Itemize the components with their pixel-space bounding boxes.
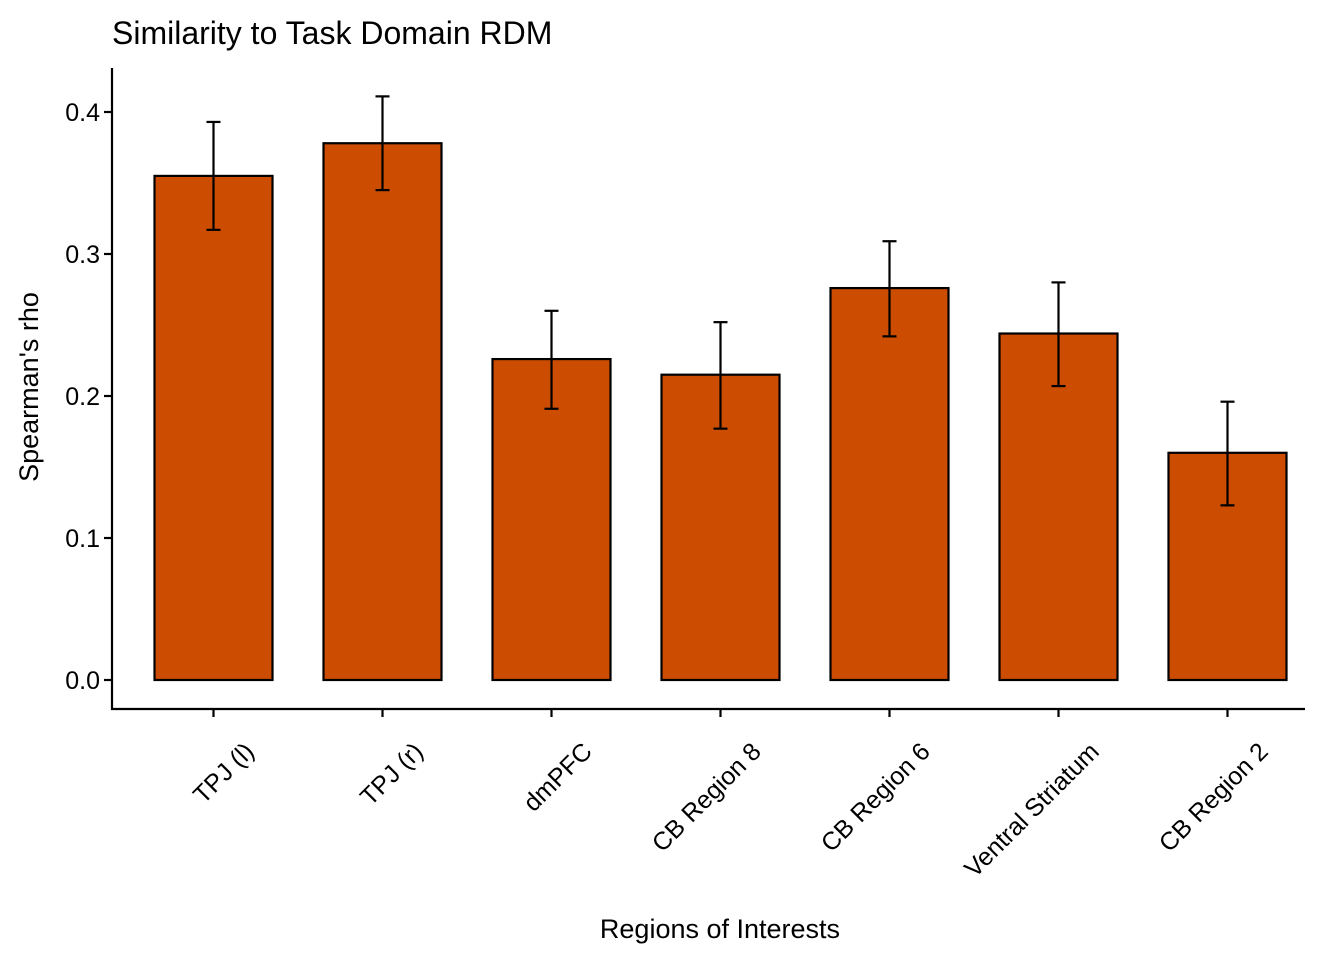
x-axis-title: Regions of Interests [600,914,840,944]
x-tick-label: CB Region 6 [816,737,936,857]
error-bar [882,240,897,338]
error-bar [206,120,221,231]
chart-title: Similarity to Task Domain RDM [112,15,552,51]
x-tick-label: Ventral Striatum [959,737,1105,883]
x-tick-label: dmPFC [518,737,598,817]
error-bar [1220,400,1235,507]
y-axis-title: Spearman's rho [14,292,44,482]
y-tick-label: 0.0 [65,667,100,695]
x-tick-label: CB Region 2 [1154,737,1274,857]
bar [153,174,274,682]
y-axis-ticks: 0.0 0.1 0.2 0.3 0.4 [65,99,112,695]
x-tick-label: CB Region 8 [647,737,767,857]
error-bar [544,309,559,410]
bar [322,142,443,682]
x-tick-label: TPJ (r) [355,737,429,811]
x-axis-ticks: TPJ (l) TPJ (r) dmPFC CB Region 8 CB Region … [188,709,1274,883]
y-tick-label: 0.2 [65,383,100,411]
bars-layer [153,142,1288,682]
error-bar [1051,281,1066,388]
bar [998,332,1119,682]
error-bars-layer [206,95,1235,507]
x-tick-label: TPJ (l) [188,737,260,809]
error-bar [713,321,728,430]
error-bar [375,95,390,192]
y-tick-label: 0.1 [65,525,100,553]
y-tick-label: 0.4 [65,99,100,127]
bar [829,286,950,682]
plot-area: 0.0 0.1 0.2 0.3 0.4 TPJ (l) TPJ (r) dmPFC CB Re… [65,68,1305,883]
y-tick-label: 0.3 [65,241,100,269]
